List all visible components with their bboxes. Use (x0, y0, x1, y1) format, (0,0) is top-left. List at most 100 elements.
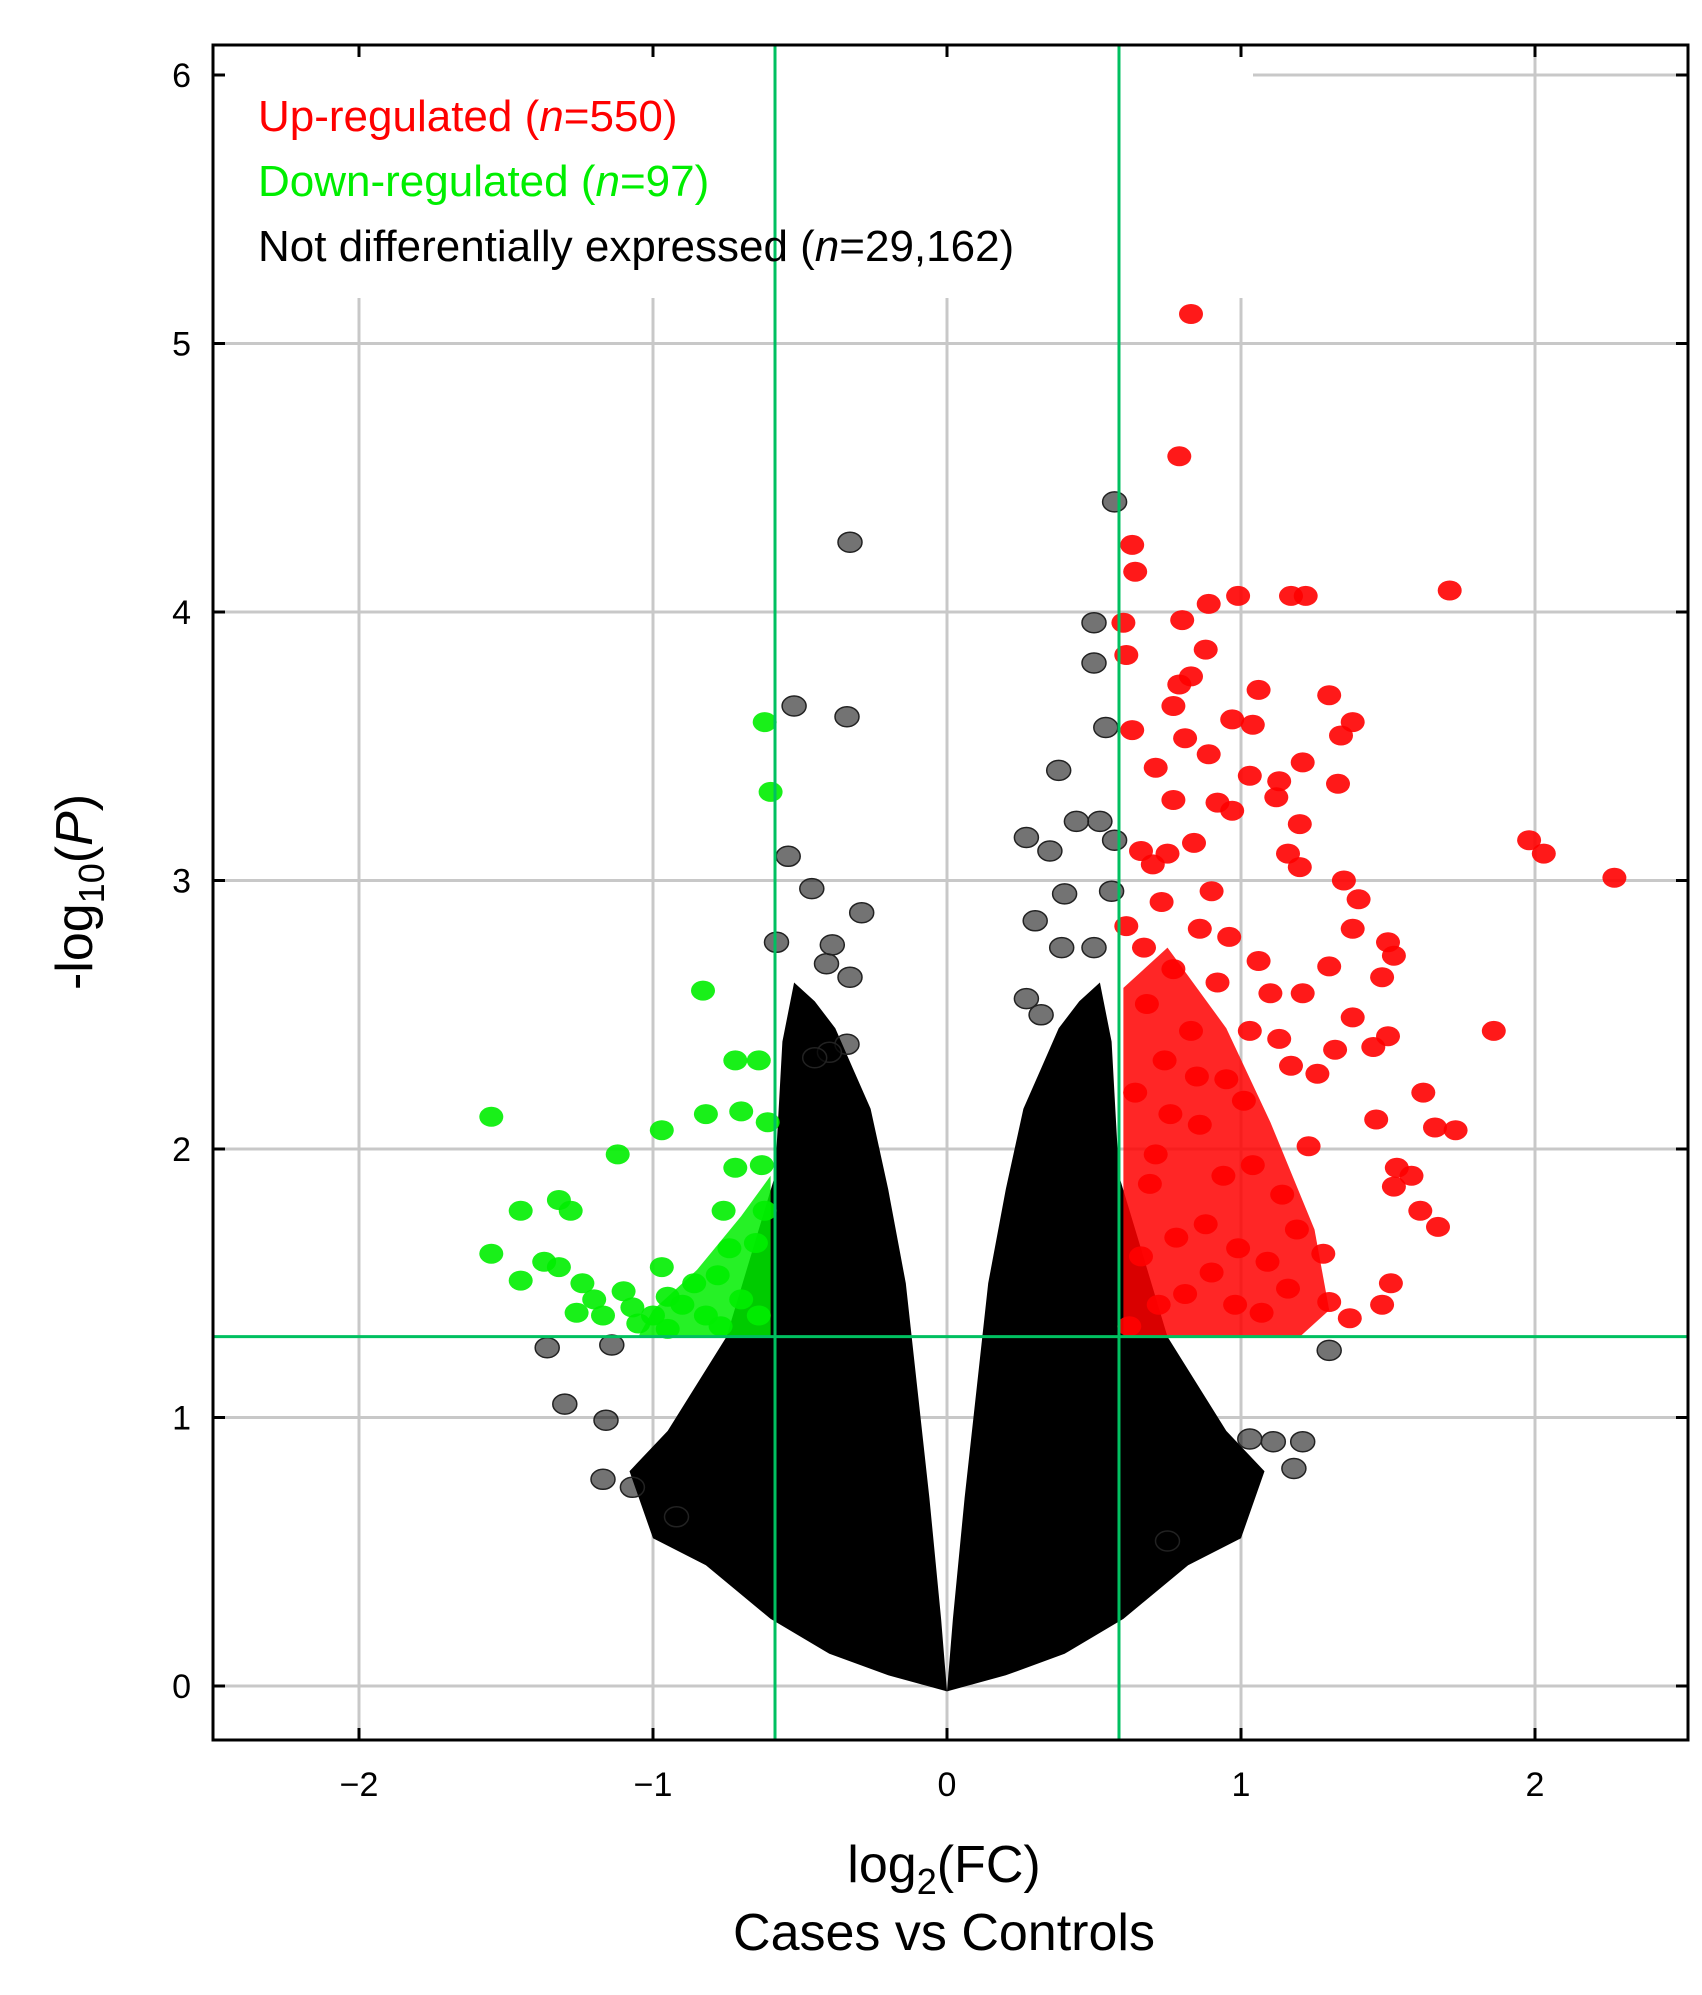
point-down-13 (508, 1200, 533, 1221)
point-up-105 (1123, 1082, 1148, 1103)
point-up-97 (1226, 1238, 1251, 1259)
point-ns-7 (1045, 759, 1072, 782)
point-down-40 (655, 1318, 680, 1339)
point-down-2 (479, 1106, 504, 1127)
point-down-38 (746, 1305, 771, 1326)
point-up-90 (1134, 994, 1159, 1014)
x-tick-label-1: −1 (634, 1766, 673, 1804)
point-up-28 (1290, 752, 1315, 773)
point-down-41 (620, 1297, 645, 1318)
point-up-75 (1399, 1165, 1424, 1186)
point-down-3 (691, 980, 715, 1001)
point-ns-23 (1048, 936, 1075, 959)
gridlines (213, 45, 1688, 1740)
point-up-47 (1331, 870, 1356, 891)
point-up-84 (1117, 1316, 1142, 1337)
y-tick-label-1: 1 (172, 1400, 191, 1438)
point-down-35 (670, 1294, 695, 1315)
point-down-8 (729, 1101, 754, 1122)
point-ns-35 (619, 1476, 646, 1499)
point-up-91 (1179, 1020, 1203, 1041)
point-up-99 (1152, 1050, 1177, 1071)
point-down-12 (723, 1157, 748, 1178)
point-up-3 (1123, 561, 1148, 582)
threshold-lines (213, 45, 1688, 1740)
point-ns-15 (848, 901, 875, 924)
point-up-2 (1120, 534, 1145, 555)
point-up-18 (1120, 720, 1145, 741)
point-up-55 (1161, 959, 1186, 980)
point-up-88 (1240, 1155, 1265, 1176)
point-up-6 (1196, 593, 1221, 614)
point-ns-14 (799, 877, 825, 900)
point-up-23 (1329, 725, 1353, 746)
point-down-23 (743, 1233, 768, 1253)
point-up-64 (1323, 1039, 1348, 1060)
point-up-51 (1217, 926, 1242, 947)
point-ns-37 (1316, 1339, 1342, 1362)
point-up-21 (1240, 714, 1265, 735)
point-down-15 (558, 1200, 583, 1221)
point-up-98 (1249, 1302, 1274, 1323)
point-up-69 (1305, 1063, 1330, 1084)
point-ns-1 (837, 531, 863, 553)
point-up-14 (1167, 674, 1192, 695)
point-down-25 (570, 1273, 595, 1294)
point-down-31 (591, 1305, 615, 1326)
legend-up: Up-regulated (n=550) (258, 92, 678, 141)
point-ns-6 (1093, 716, 1119, 739)
point-up-50 (1187, 918, 1212, 939)
point-up-73 (1443, 1120, 1468, 1141)
x-tick-label-3: 1 (1232, 1766, 1251, 1804)
point-down-24 (508, 1270, 533, 1291)
point-ns-4 (781, 695, 807, 717)
point-up-76 (1381, 1176, 1406, 1197)
point-ns-31 (599, 1334, 625, 1356)
point-up-45 (1149, 892, 1174, 912)
point-up-61 (1340, 1007, 1365, 1028)
point-ns-42 (1154, 1530, 1181, 1552)
point-ns-20 (819, 934, 846, 956)
point-ns-38 (1289, 1430, 1316, 1453)
point-ns-30 (534, 1336, 560, 1359)
y-axis-title: -log10(P) (46, 794, 112, 990)
point-up-87 (1193, 1214, 1218, 1235)
point-up-49 (1132, 937, 1156, 958)
point-ns-33 (593, 1409, 619, 1431)
point-ns-8 (1063, 810, 1090, 833)
point-down-37 (729, 1289, 754, 1310)
point-down-17 (752, 1200, 777, 1221)
point-up-112 (1223, 1294, 1248, 1315)
point-down-1 (758, 781, 783, 802)
point-up-9 (1293, 585, 1318, 606)
point-up-25 (1196, 744, 1221, 765)
point-down-21 (649, 1257, 674, 1278)
point-up-60 (1290, 983, 1315, 1004)
point-up-38 (1182, 832, 1206, 853)
point-ns-9 (1087, 810, 1113, 833)
x-tick-label-0: −2 (340, 1766, 379, 1804)
point-up-4 (1111, 612, 1136, 633)
point-up-83 (1276, 1278, 1300, 1299)
point-up-107 (1211, 1165, 1236, 1186)
point-up-89 (1214, 1069, 1239, 1090)
point-up-15 (1161, 696, 1186, 716)
point-up-111 (1311, 1243, 1336, 1264)
point-down-26 (582, 1289, 607, 1310)
point-ns-13 (775, 845, 801, 868)
point-up-78 (1426, 1216, 1450, 1237)
point-up-57 (1381, 945, 1406, 966)
point-down-32 (564, 1302, 589, 1323)
point-ns-12 (1101, 829, 1128, 851)
point-down-34 (641, 1305, 665, 1326)
point-ns-22 (837, 966, 863, 988)
point-up-19 (1173, 728, 1198, 749)
legend-down: Down-regulated (n=97) (258, 157, 709, 206)
point-down-0 (752, 712, 777, 733)
point-up-42 (1531, 843, 1556, 864)
point-up-29 (1326, 773, 1350, 794)
point-up-72 (1423, 1117, 1447, 1138)
point-up-58 (1370, 967, 1395, 988)
point-up-56 (1317, 956, 1342, 977)
